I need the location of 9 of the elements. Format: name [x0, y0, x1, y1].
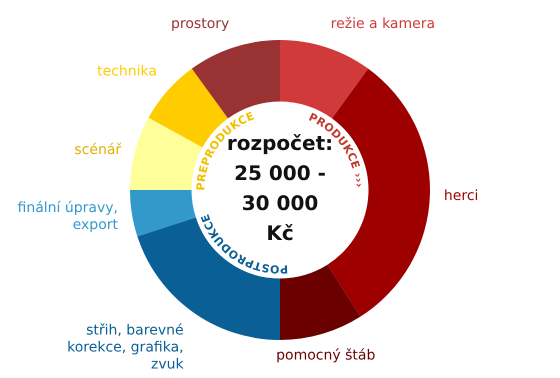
text: 25 000 - 30 000 Kč — [234, 161, 326, 246]
slice-label: pomocný štáb — [276, 347, 376, 364]
slice-label: herci — [444, 188, 478, 204]
slice-label: scénář — [74, 142, 122, 158]
slice-label: technika — [97, 64, 157, 80]
slice-label: režie a kamera — [330, 16, 436, 32]
slice-label: střih, barevné korekce, grafika, zvuk — [67, 322, 184, 373]
slice-label: finální úpravy, export — [18, 200, 119, 234]
slice-label: prostory — [171, 16, 230, 32]
